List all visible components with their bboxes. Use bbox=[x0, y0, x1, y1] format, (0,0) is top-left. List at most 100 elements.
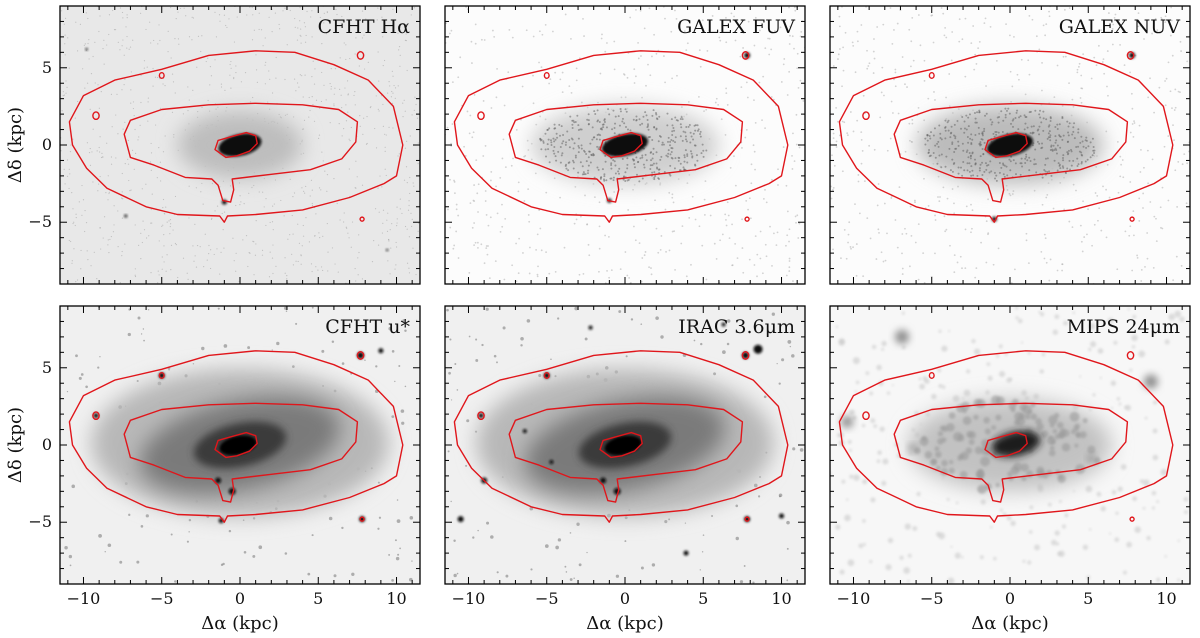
x-tick-label: −5 bbox=[150, 589, 174, 608]
point-source bbox=[841, 415, 854, 428]
y-tick-label: −5 bbox=[28, 212, 52, 231]
point-source bbox=[385, 248, 389, 252]
contour-middle bbox=[893, 402, 1129, 503]
point-source bbox=[378, 348, 384, 354]
panel-title: CFHT Hα bbox=[318, 16, 411, 38]
contour-small bbox=[862, 411, 870, 421]
point-source bbox=[742, 351, 750, 359]
y-tick-label: −5 bbox=[28, 512, 52, 531]
contour-small bbox=[158, 372, 165, 379]
contour-middle bbox=[123, 402, 359, 503]
y-axis-label: Δδ (kpc) bbox=[5, 107, 26, 183]
x-tick-label: 10 bbox=[1156, 589, 1176, 608]
contour-small bbox=[356, 51, 365, 60]
contour-outer bbox=[68, 350, 404, 523]
point-source bbox=[357, 351, 365, 359]
contour-inner bbox=[599, 431, 643, 459]
contour-inner bbox=[214, 431, 258, 459]
contour-middle bbox=[508, 102, 744, 203]
y-axis-label: Δδ (kpc) bbox=[5, 407, 26, 483]
panel-4: −10 −5 0 5 10 Δα (kpc) −5 0 5 Δδ (kpc) CFHT u* bbox=[5, 305, 421, 634]
contour-small bbox=[359, 516, 365, 522]
contour-outer bbox=[68, 50, 404, 223]
point-source bbox=[457, 516, 464, 523]
contour-inner bbox=[214, 131, 258, 159]
panel-title: GALEX NUV bbox=[1059, 16, 1181, 38]
galaxy-image bbox=[445, 306, 805, 584]
point-source bbox=[478, 413, 484, 419]
panel-5: −10 −5 0 5 10 Δα (kpc) IRAC 3.6μm bbox=[444, 305, 806, 634]
point-source bbox=[779, 513, 785, 519]
x-tick-label: 0 bbox=[1005, 589, 1015, 608]
contour-inner bbox=[599, 131, 643, 159]
x-tick-label: 5 bbox=[698, 589, 708, 608]
x-tick-label: 5 bbox=[1083, 589, 1093, 608]
point-source bbox=[588, 325, 593, 330]
point-source bbox=[124, 214, 128, 218]
panel-1: −5 0 5 Δδ (kpc) CFHT Hα bbox=[5, 5, 421, 285]
panel-title: IRAC 3.6μm bbox=[678, 316, 795, 338]
contour-small bbox=[862, 111, 870, 121]
galaxy-image bbox=[60, 306, 420, 584]
contour-inner bbox=[984, 131, 1028, 159]
point-source bbox=[1087, 454, 1096, 463]
x-tick-label: 0 bbox=[235, 589, 245, 608]
point-source bbox=[753, 344, 763, 354]
contour-small bbox=[741, 51, 750, 60]
x-tick-label: 5 bbox=[313, 589, 323, 608]
contour-outer bbox=[453, 50, 789, 223]
x-tick-label: −10 bbox=[452, 589, 486, 608]
panel-title: MIPS 24μm bbox=[1067, 316, 1180, 338]
x-tick-label: 0 bbox=[620, 589, 630, 608]
x-tick-label: −10 bbox=[67, 589, 101, 608]
point-source bbox=[522, 429, 527, 434]
contour-small bbox=[158, 72, 165, 79]
panel-title: CFHT u* bbox=[325, 316, 410, 338]
contour-small bbox=[92, 111, 100, 121]
x-axis-label: Δα (kpc) bbox=[586, 613, 663, 634]
point-source bbox=[895, 329, 909, 344]
y-tick-label: 0 bbox=[42, 435, 52, 454]
contour-small bbox=[1126, 351, 1135, 360]
x-axis-label: Δα (kpc) bbox=[971, 613, 1048, 634]
contour-small bbox=[543, 72, 550, 79]
contour-outer bbox=[838, 50, 1174, 223]
galaxy-image bbox=[445, 6, 805, 284]
x-tick-label: −10 bbox=[837, 589, 871, 608]
panel-3: GALEX NUV bbox=[829, 5, 1191, 285]
contour-small bbox=[744, 216, 750, 222]
contour-middle bbox=[893, 102, 1129, 203]
point-source bbox=[721, 322, 726, 327]
x-axis-label: Δα (kpc) bbox=[201, 613, 278, 634]
y-tick-label: 5 bbox=[42, 358, 52, 377]
contour-outer bbox=[838, 350, 1174, 523]
contour-small bbox=[477, 411, 485, 421]
y-tick-label: 0 bbox=[42, 135, 52, 154]
contour-small bbox=[356, 351, 365, 360]
contour-small bbox=[1129, 216, 1135, 222]
contour-middle bbox=[123, 102, 359, 203]
point-source bbox=[93, 413, 99, 419]
panel-2: GALEX FUV bbox=[444, 5, 806, 285]
contour-outer bbox=[453, 350, 789, 523]
panel-6: −10 −5 0 5 10 Δα (kpc) MIPS 24μm bbox=[829, 305, 1191, 634]
contour-small bbox=[1129, 516, 1135, 522]
y-tick-label: 5 bbox=[42, 58, 52, 77]
x-tick-label: −5 bbox=[535, 589, 559, 608]
contour-small bbox=[744, 516, 750, 522]
x-tick-label: 10 bbox=[771, 589, 791, 608]
x-tick-label: 10 bbox=[386, 589, 406, 608]
contour-small bbox=[92, 411, 100, 421]
contour-small bbox=[928, 372, 935, 379]
point-source bbox=[1143, 374, 1158, 389]
point-source bbox=[683, 550, 689, 556]
point-source bbox=[85, 48, 88, 51]
point-source bbox=[908, 444, 917, 453]
point-source bbox=[215, 477, 222, 484]
x-tick-label: −5 bbox=[920, 589, 944, 608]
panel-title: GALEX FUV bbox=[677, 16, 795, 38]
contour-middle bbox=[508, 402, 744, 503]
contour-small bbox=[928, 72, 935, 79]
contour-small bbox=[543, 372, 550, 379]
